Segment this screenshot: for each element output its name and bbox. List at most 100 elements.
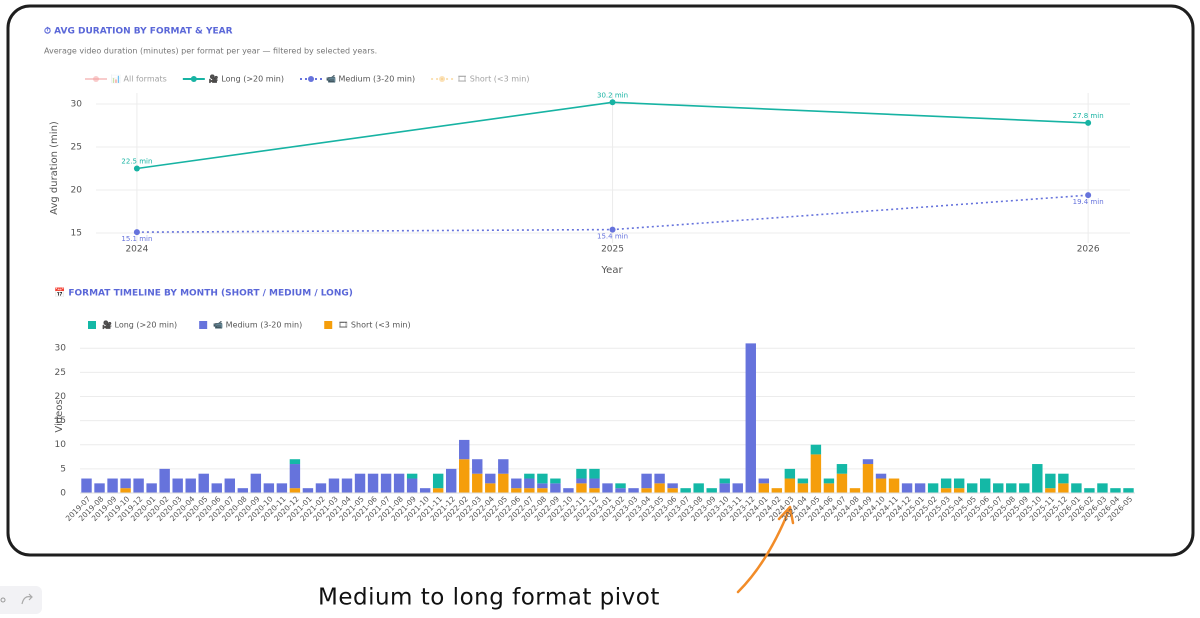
data-point	[609, 99, 616, 106]
bar-segment	[289, 464, 301, 489]
bar-segment	[511, 488, 522, 493]
bar-segment	[589, 468, 600, 479]
annotation-arrowhead	[777, 505, 795, 525]
bar-segment	[1058, 483, 1069, 493]
y-tick-label: 0	[60, 489, 66, 499]
bar-segment	[810, 454, 822, 493]
bar-segment	[758, 478, 770, 484]
toolbar-icon[interactable]	[0, 597, 6, 603]
bar-segment	[901, 483, 913, 493]
bar-segment	[498, 473, 509, 493]
y-tick-label: 10	[55, 440, 67, 450]
bar-segment	[980, 478, 991, 493]
bar-segment	[406, 478, 418, 493]
bar-segment	[459, 439, 470, 460]
x-tick-label: 2025	[601, 245, 624, 255]
bar-segment	[1006, 483, 1017, 493]
legend-label: 🎥 Long (>20 min)	[102, 320, 177, 330]
bar-segment	[224, 478, 235, 493]
bar-segment	[1097, 483, 1108, 493]
bar-segment	[732, 483, 743, 493]
bar-segment	[836, 473, 848, 493]
bar-segment	[797, 478, 809, 484]
legend-swatch	[88, 321, 96, 329]
y-tick-label: 15	[55, 416, 66, 426]
bar-segment	[641, 473, 652, 489]
bar-segment	[81, 478, 92, 493]
bar-segment	[758, 483, 770, 493]
bar-segment	[1084, 488, 1095, 493]
legend-label: 🎥 Long (>20 min)	[209, 74, 284, 84]
data-label: 22.5 min	[121, 158, 152, 166]
bar-segment	[550, 478, 561, 484]
bar-segment	[576, 478, 587, 484]
legend-label: 🎞 Short (<3 min)	[338, 321, 410, 330]
bar-segment	[784, 478, 796, 493]
bar-segment	[940, 488, 952, 493]
bar-segment	[875, 473, 887, 479]
data-label: 15.4 min	[597, 233, 628, 241]
bar-segment	[472, 473, 483, 493]
x-axis-title: Year	[600, 265, 623, 276]
bar-segment	[1032, 464, 1043, 493]
bar-segment	[380, 473, 392, 493]
bar-segment	[472, 459, 483, 474]
bar-segment	[302, 488, 314, 493]
bar-segment	[1019, 483, 1030, 493]
bar-segment	[589, 478, 600, 489]
bar-segment	[589, 488, 600, 493]
bar-segment	[432, 473, 444, 489]
bar-segment	[511, 478, 522, 489]
bar-segment	[784, 468, 796, 479]
bar-segment	[146, 483, 157, 493]
bar-segment	[667, 488, 678, 493]
toolbar[interactable]	[0, 586, 42, 614]
bar-segment	[875, 478, 887, 493]
bar-segment	[1071, 483, 1082, 493]
bar-segment	[993, 483, 1004, 493]
legend-label: 📊 All formats	[111, 74, 167, 84]
legend-marker	[93, 76, 99, 82]
legend-swatch	[324, 321, 333, 329]
y-axis-title: Videos	[54, 399, 65, 432]
bar-segment	[172, 478, 183, 493]
y-tick-label: 25	[71, 143, 82, 153]
data-point	[609, 226, 616, 233]
legend-label: 🎞 Short (<3 min)	[457, 75, 529, 84]
annotation-arrow	[736, 508, 791, 594]
legend-swatch	[199, 321, 208, 329]
bar-segment	[1045, 488, 1056, 493]
bar-segment	[237, 488, 249, 493]
bar-segment	[1045, 473, 1056, 489]
y-tick-label: 20	[71, 186, 83, 196]
chart-title: ⏱ AVG DURATION BY FORMAT & YEAR	[44, 26, 233, 37]
bar-segment	[927, 483, 939, 493]
bar-segment	[250, 473, 262, 493]
bar-segment	[810, 444, 822, 455]
x-tick-label: 2026	[1077, 245, 1100, 255]
bar-segment	[354, 473, 366, 493]
bar-segment	[823, 478, 835, 484]
y-tick-label: 20	[55, 392, 67, 402]
bar-segment	[953, 488, 965, 493]
redo-icon[interactable]	[21, 593, 33, 605]
bar-segment	[198, 473, 209, 493]
y-tick-label: 30	[55, 344, 67, 354]
bar-segment	[654, 483, 665, 493]
legend-marker	[308, 76, 314, 82]
legend-label: 📹 Medium (3-20 min)	[326, 75, 415, 84]
bar-segment	[263, 483, 275, 493]
legend-label: 📹 Medium (3-20 min)	[213, 321, 302, 330]
bar-segment	[667, 483, 678, 489]
y-tick-label: 15	[71, 229, 82, 239]
bar-segment	[94, 483, 105, 493]
bar-segment	[615, 488, 626, 493]
bar-segment	[537, 488, 548, 493]
bar-segment	[537, 473, 548, 484]
bar-segment	[341, 478, 353, 493]
bar-segment	[628, 488, 639, 493]
data-point	[133, 165, 140, 172]
bar-segment	[120, 488, 131, 493]
bar-segment	[914, 483, 926, 493]
